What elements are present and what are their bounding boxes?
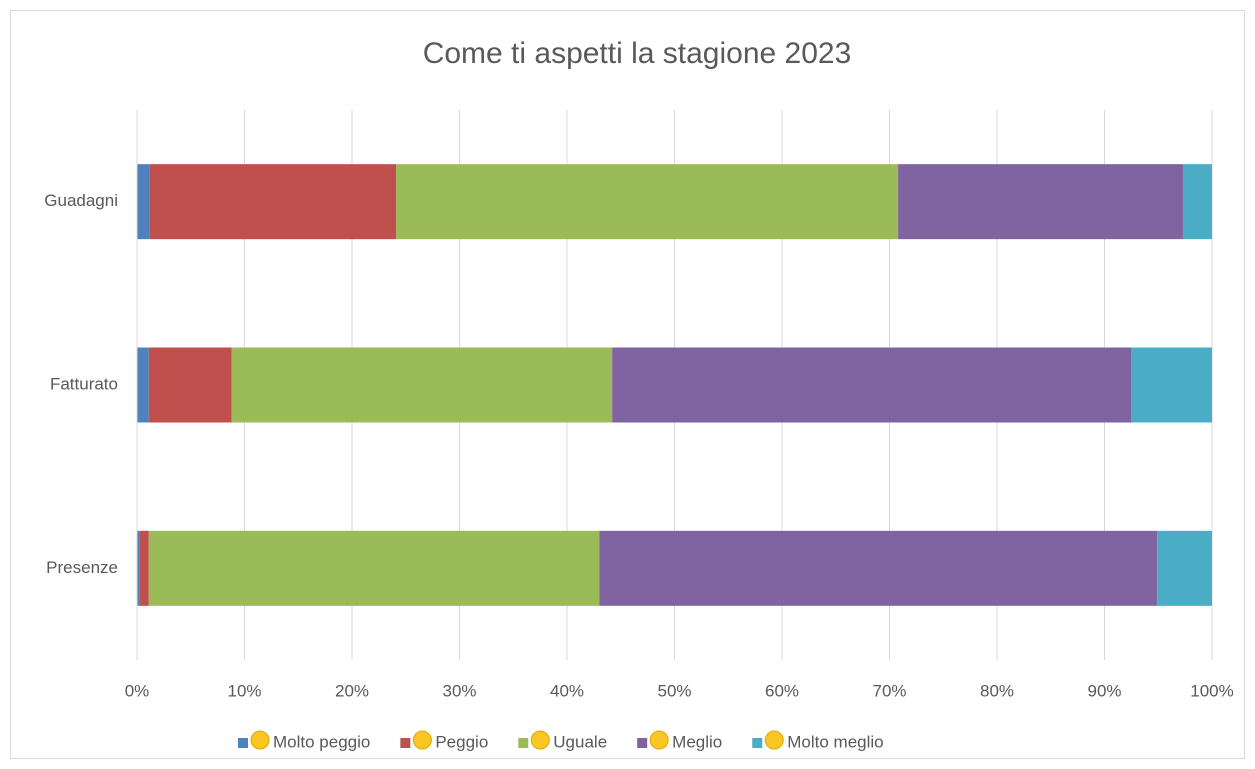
x-tick-label: 90% [1087,681,1121,700]
bar-segment [898,164,1183,240]
legend-emoji [530,730,550,750]
x-tick-label: 100% [1190,681,1233,700]
legend-emoji [764,730,784,750]
bar-segment [599,530,1158,606]
legend-swatch [752,738,763,748]
legend-label: Molto peggio [273,732,370,751]
legend-swatch [400,738,411,748]
legend-label: Molto meglio [787,732,883,751]
bar-segment [1182,164,1212,240]
legend-emoji [412,730,432,750]
legend-emoji [649,730,669,750]
bar-segment [612,347,1132,423]
legend-label: Uguale [553,732,607,751]
x-tick-label: 60% [765,681,799,700]
bar-segment [148,347,232,423]
legend-label: Meglio [672,732,722,751]
legend-swatch [238,738,248,748]
x-tick-label: 30% [442,681,476,700]
x-tick-label: 70% [872,681,906,700]
bar-segment [1131,347,1212,423]
y-tick-label: Presenze [46,558,118,577]
x-tick-label: 20% [335,681,369,700]
bar-segment [231,347,613,423]
x-tick-label: 40% [550,681,584,700]
bar-segment [1157,530,1212,606]
bar-segment [139,530,149,606]
x-tick-label: 80% [980,681,1014,700]
bar-segment [137,347,149,423]
bar-segment [137,530,140,606]
y-tick-label: Guadagni [44,191,118,210]
legend-swatch [518,738,529,748]
bar-segment [137,164,150,240]
bar-segment [396,164,899,240]
legend-swatch [637,738,648,748]
chart-title: Come ti aspetti la stagione 2023 [423,37,852,70]
legend-label: Peggio [435,732,488,751]
bar-segment [149,164,397,240]
x-tick-label: 10% [227,681,261,700]
x-tick-label: 0% [125,681,150,700]
y-tick-label: Fatturato [50,374,118,393]
bar-segment [148,530,600,606]
x-tick-label: 50% [657,681,691,700]
legend-emoji [250,730,270,750]
